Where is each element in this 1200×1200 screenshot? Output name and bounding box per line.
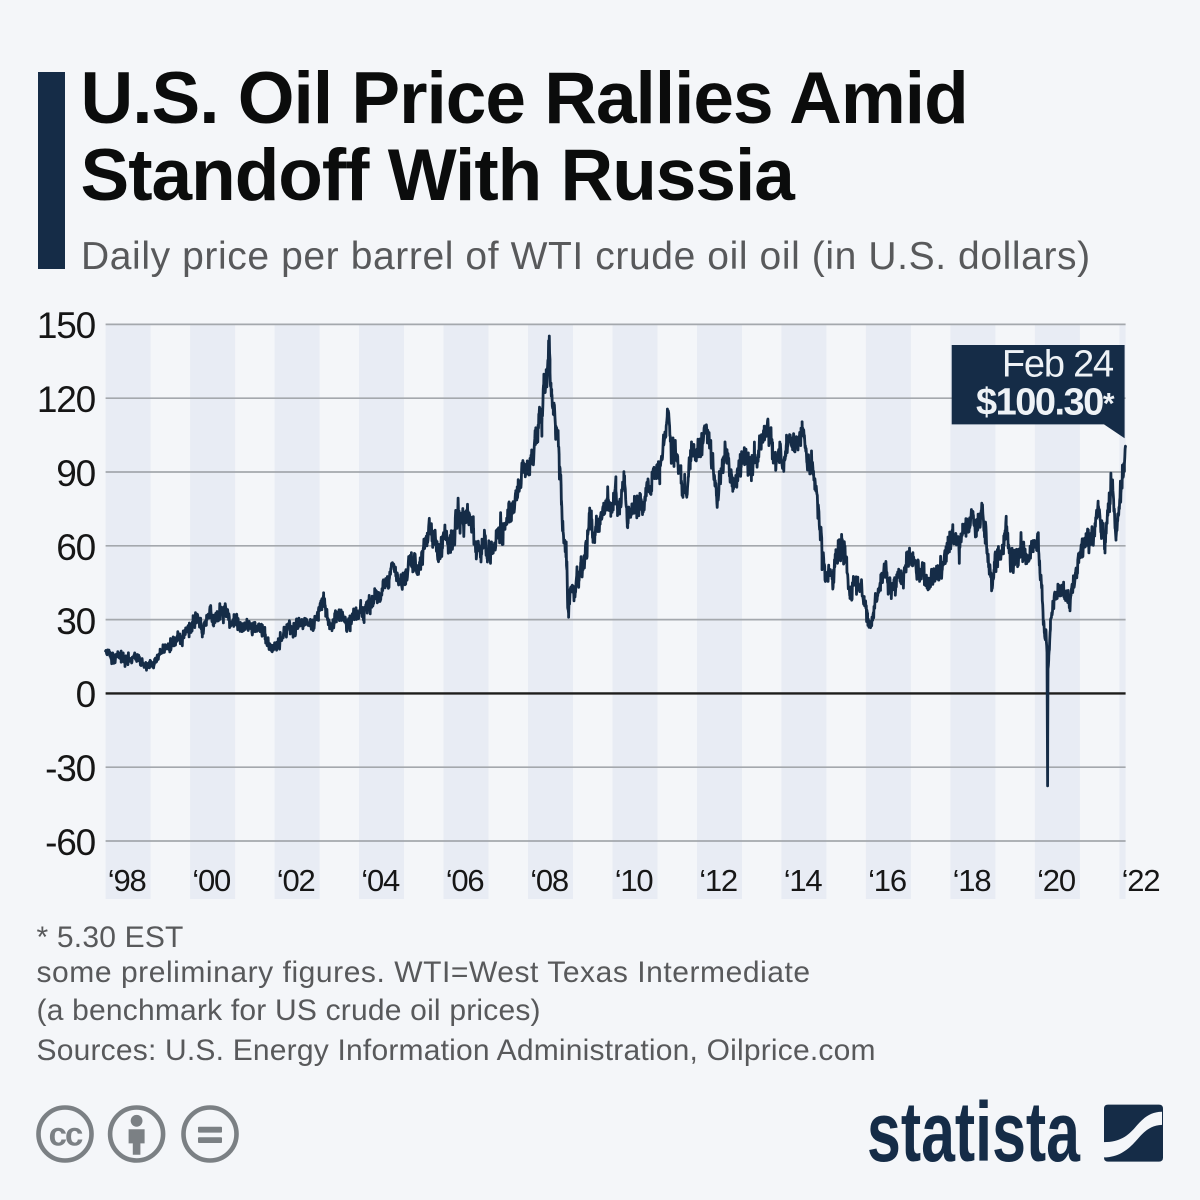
svg-text:statista: statista [867,1085,1081,1175]
svg-text:$100.30*: $100.30* [976,382,1115,424]
svg-text:Feb 24: Feb 24 [1002,344,1114,386]
svg-text:cc: cc [49,1116,83,1153]
